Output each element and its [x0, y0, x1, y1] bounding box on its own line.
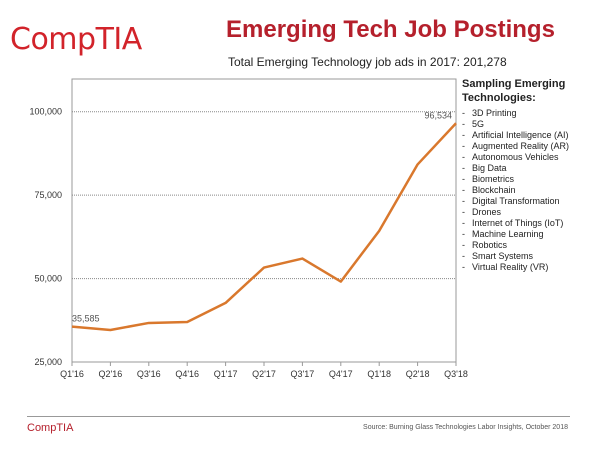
technology-item: Autonomous Vehicles — [462, 152, 597, 163]
comptia-logo: CompTIA — [10, 22, 142, 57]
chart-subtitle: Total Emerging Technology job ads in 201… — [228, 55, 507, 69]
y-tick-label: 100,000 — [29, 107, 62, 117]
x-tick-label: Q3'18 — [444, 369, 468, 379]
x-tick-label: Q4'16 — [175, 369, 199, 379]
x-tick-label: Q1'16 — [60, 369, 84, 379]
y-tick-label: 75,000 — [34, 190, 62, 200]
technology-item: 3D Printing — [462, 108, 597, 119]
technology-item: Machine Learning — [462, 229, 597, 240]
technology-item: Big Data — [462, 163, 597, 174]
technology-item: Blockchain — [462, 185, 597, 196]
technology-item: 5G — [462, 119, 597, 130]
footer-divider — [27, 416, 570, 417]
plot-frame — [71, 78, 457, 363]
x-tick-label: Q4'17 — [329, 369, 353, 379]
x-tick-label: Q2'16 — [99, 369, 123, 379]
y-tick-label: 50,000 — [34, 274, 62, 284]
x-tick-label: Q3'17 — [291, 369, 315, 379]
series-line — [71, 122, 457, 332]
technology-list: Sampling Emerging Technologies: 3D Print… — [462, 77, 597, 273]
x-tick-label: Q1'17 — [214, 369, 238, 379]
x-tick-label: Q3'16 — [137, 369, 161, 379]
y-tick-label: 25,000 — [34, 357, 62, 367]
technology-item: Artificial Intelligence (AI) — [462, 130, 597, 141]
data-label: 96,534 — [424, 110, 452, 120]
x-tick-label: Q1'18 — [367, 369, 391, 379]
x-tick-label: Q2'18 — [406, 369, 430, 379]
technology-item: Smart Systems — [462, 251, 597, 262]
footer-logo: CompTIA — [27, 422, 74, 434]
technology-item: Robotics — [462, 240, 597, 251]
x-tick-label: Q2'17 — [252, 369, 276, 379]
technology-item: Digital Transformation — [462, 196, 597, 207]
technology-items: 3D Printing5GArtificial Intelligence (AI… — [462, 108, 597, 273]
technology-item: Drones — [462, 207, 597, 218]
technology-item: Virtual Reality (VR) — [462, 262, 597, 273]
technology-item: Internet of Things (IoT) — [462, 218, 597, 229]
chart-title: Emerging Tech Job Postings — [226, 16, 555, 43]
technology-item: Biometrics — [462, 174, 597, 185]
technology-list-heading: Sampling Emerging Technologies: — [462, 78, 566, 104]
data-label: 35,585 — [72, 314, 100, 324]
source-note: Source: Burning Glass Technologies Labor… — [363, 424, 568, 431]
technology-item: Augmented Reality (AR) — [462, 141, 597, 152]
